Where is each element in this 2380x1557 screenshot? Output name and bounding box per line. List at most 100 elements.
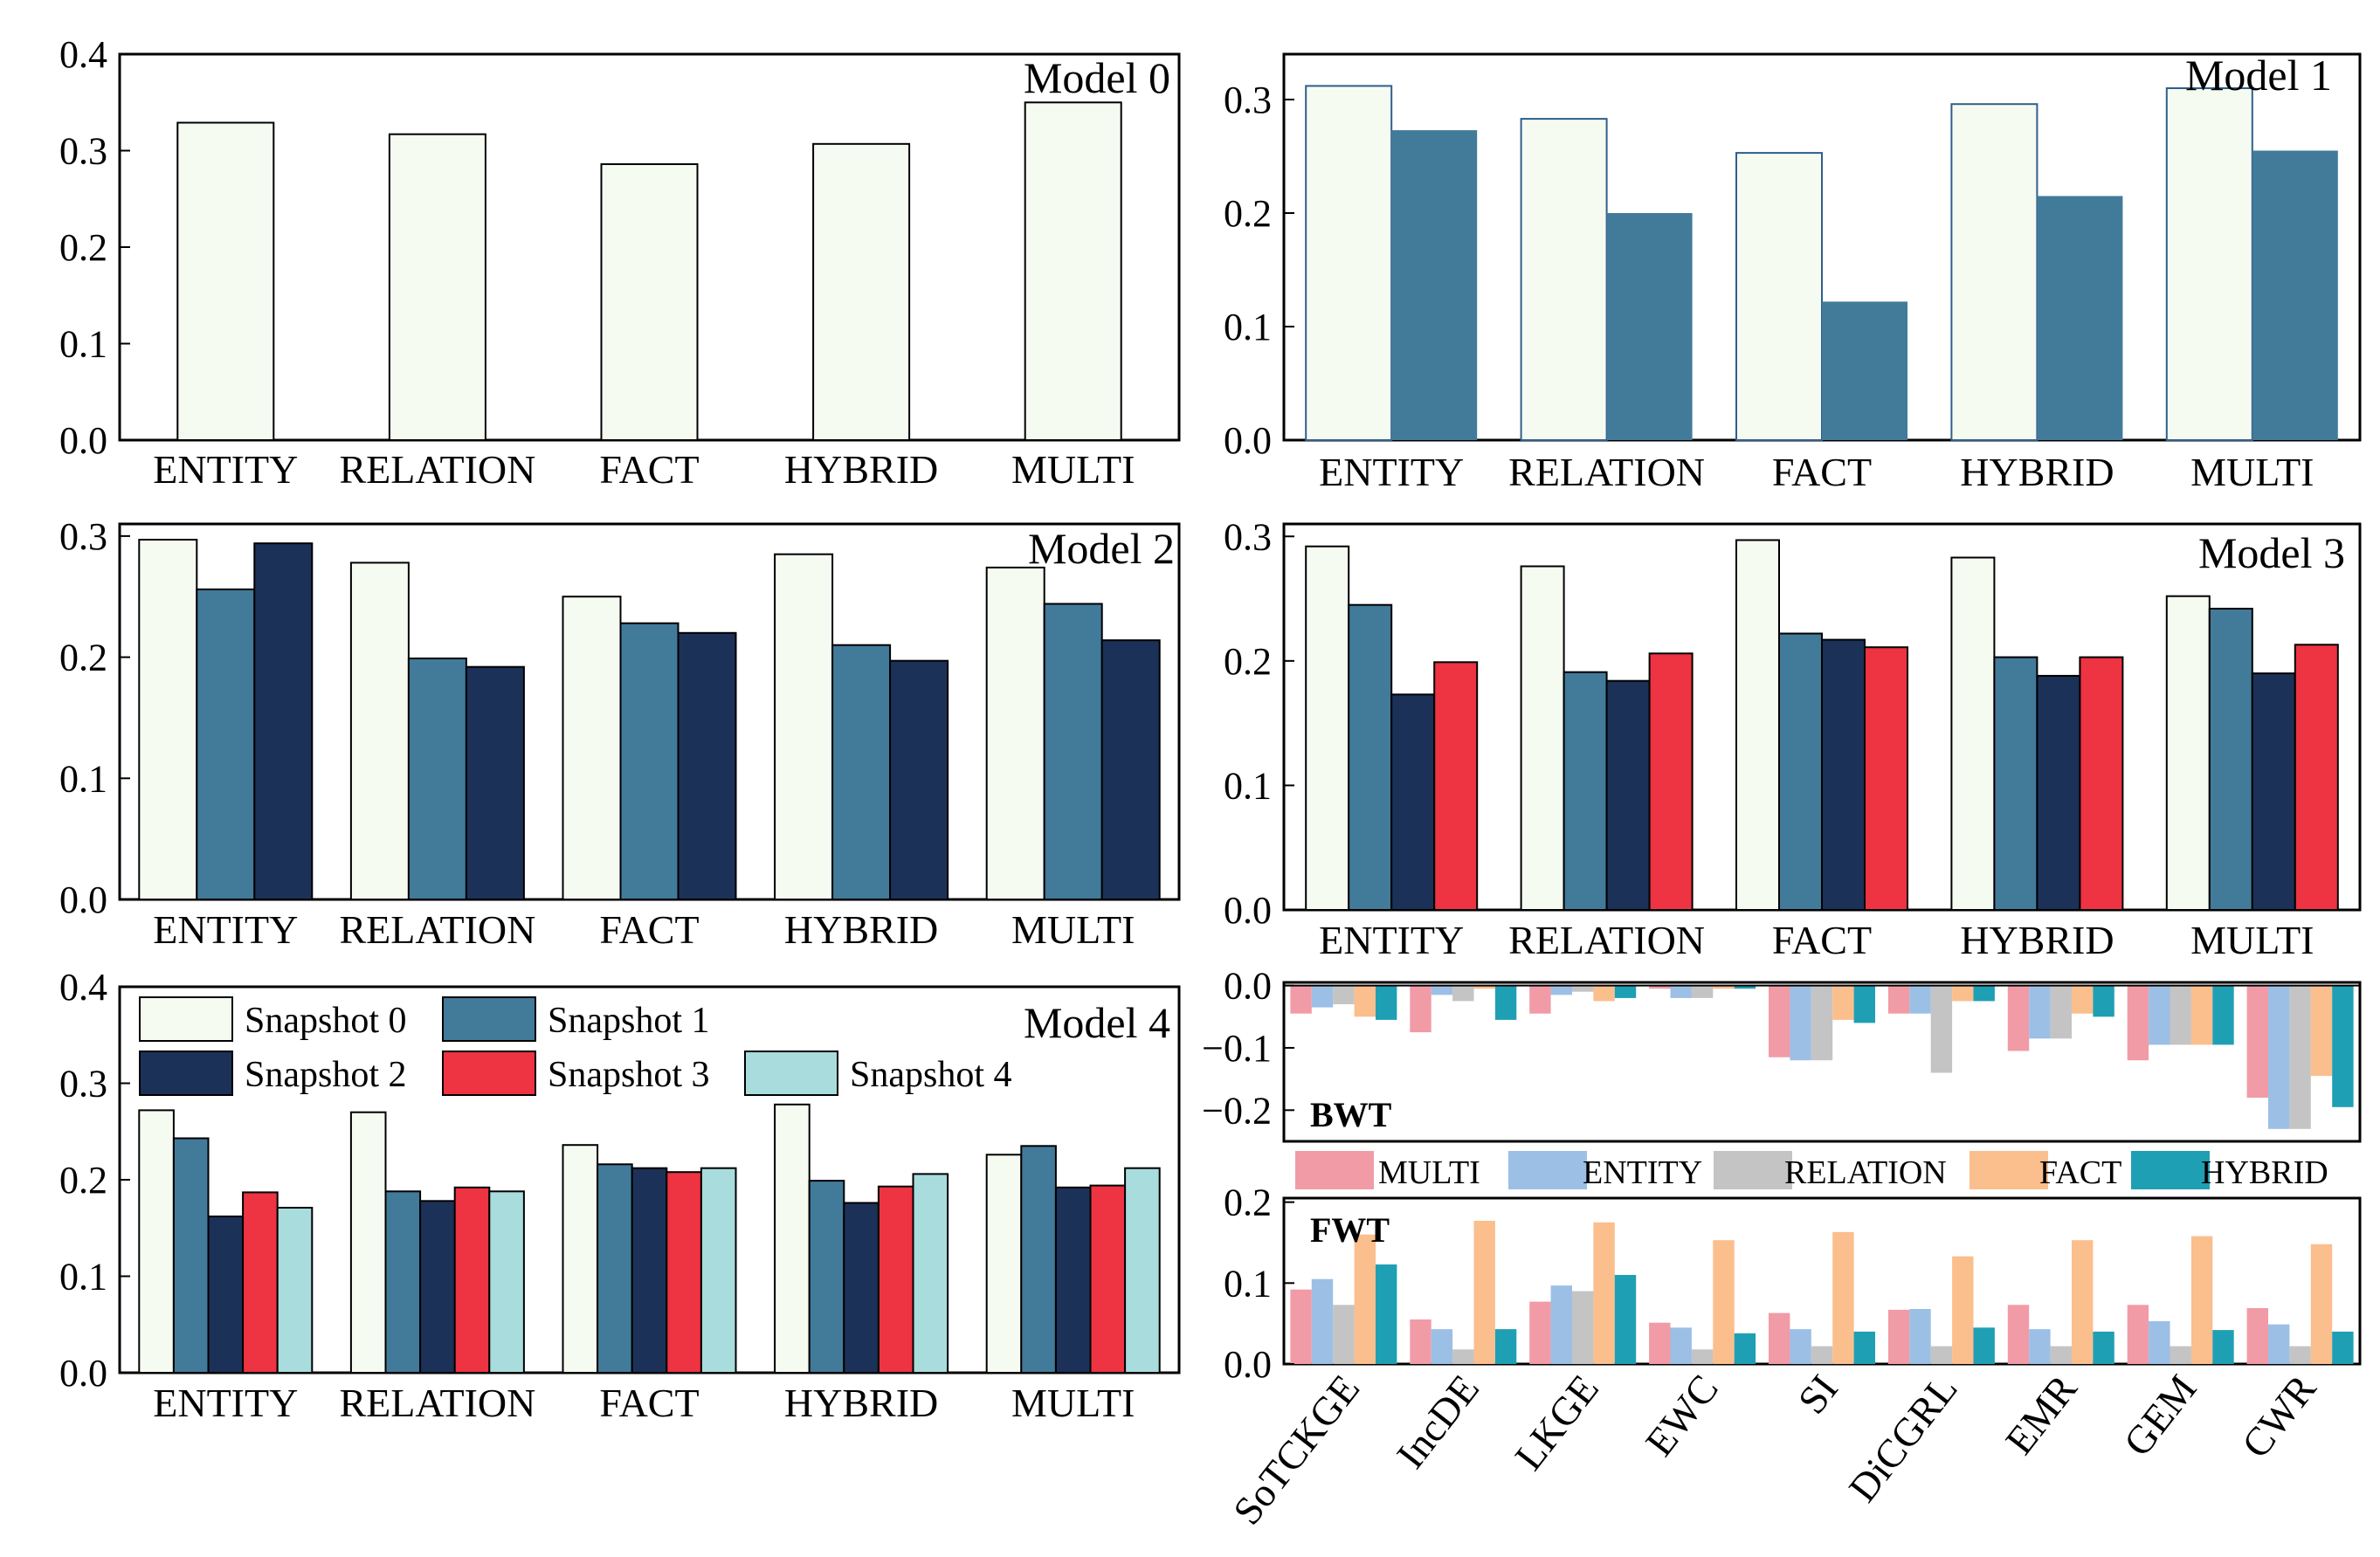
bar-lkge-relation [1572, 985, 1594, 992]
bar-emr-multi [2007, 985, 2030, 1051]
bar-multi-snapshot-1 [1020, 1145, 1057, 1374]
y-tick-label: 0.0 [1224, 1343, 1272, 1386]
legend-label-snapshot-3: Snapshot 3 [548, 1055, 710, 1095]
legend-label-relation: RELATION [1784, 1154, 1947, 1191]
bar-entity-snapshot-0 [138, 1109, 175, 1374]
bar-hybrid-snapshot-3 [2079, 656, 2124, 911]
bar-lkge-hybrid [1614, 985, 1637, 998]
bar-entity-snapshot-2 [253, 542, 314, 900]
bar-fact-snapshot-4 [700, 1167, 737, 1374]
bar-multi-snapshot-3 [1089, 1184, 1127, 1374]
panel-model-2: 0.0 0.1 0.2 0.3 ENTITY RELATION FACT HYBRID MUL… [59, 515, 1181, 952]
bar-hybrid-snapshot-1 [2037, 196, 2123, 440]
bar-multi-snapshot-1 [2252, 150, 2338, 440]
bar-hybrid-snapshot-0 [1950, 556, 1996, 911]
bar-hybrid-snapshot-0 [1950, 103, 2039, 441]
y-tick-label: 0.2 [59, 226, 107, 269]
bar-sotckge-relation [1333, 985, 1355, 1004]
bar-incde-entity [1431, 1329, 1453, 1364]
y-tick-label: 0.0 [59, 1352, 107, 1395]
x-tick-label-fact: FACT [599, 447, 699, 492]
x-tick-label-relation: RELATION [339, 907, 535, 952]
bars [1290, 1221, 2354, 1364]
panel-title: FWT [1310, 1210, 1390, 1250]
bar-dicgrl-multi [1887, 1309, 1910, 1364]
legend-label-snapshot-0: Snapshot 0 [245, 1001, 407, 1041]
bar-cwr-entity [2268, 985, 2290, 1129]
bar-incde-relation [1452, 1349, 1474, 1364]
legend-label-hybrid: HYBRID [2201, 1154, 2328, 1191]
bar-si-hybrid [1853, 985, 1875, 1023]
y-axis: 0.0 −0.1 −0.2 [1202, 965, 1294, 1132]
panel-model-3: 0.0 0.1 0.2 0.3 ENTITY RELATION FACT HYBRID MUL… [1224, 515, 2362, 962]
x-tick-label-relation: RELATION [339, 447, 535, 492]
bar-dicgrl-relation [1930, 1346, 1953, 1364]
y-axis: 0.0 0.1 0.2 0.3 0.4 [59, 966, 130, 1395]
x-tick-label-fact: FACT [1772, 918, 1872, 962]
bar-gem-fact [2190, 1236, 2213, 1364]
bar-entity-snapshot-0 [176, 121, 275, 441]
bar-entity-snapshot-4 [276, 1207, 314, 1374]
y-tick-label: 0.1 [59, 1256, 107, 1299]
y-tick-label: 0.3 [59, 515, 107, 558]
x-axis: ENTITY RELATION FACT HYBRID MULTI [153, 907, 1135, 952]
bar-sotckge-fact [1354, 985, 1376, 1017]
x-tick-label-hybrid: HYBRID [784, 907, 938, 952]
legend-swatch-snapshot-2 [139, 1051, 233, 1096]
bar-relation-snapshot-2 [1605, 679, 1651, 911]
x-tick-label-emr: EMR [1997, 1367, 2086, 1463]
bar-gem-entity [2149, 985, 2170, 1045]
bar-fact-snapshot-3 [1864, 646, 1908, 911]
panel-title: Model 4 [1024, 998, 1170, 1047]
bar-fact-snapshot-0 [1735, 152, 1823, 441]
legend-swatch-snapshot-4 [744, 1051, 838, 1096]
bar-emr-entity [2029, 1329, 2051, 1364]
bar-fact-snapshot-2 [631, 1167, 668, 1374]
bar-lkge-relation [1572, 1291, 1594, 1364]
bar-relation-snapshot-1 [384, 1190, 422, 1374]
bar-entity-snapshot-3 [1433, 661, 1479, 911]
bar-relation-snapshot-3 [453, 1186, 491, 1374]
bar-sotckge-entity [1311, 985, 1334, 1008]
bars [138, 1103, 1161, 1374]
bar-relation-snapshot-0 [1520, 118, 1608, 441]
legend-swatch-multi [1295, 1151, 1374, 1189]
legend-label-snapshot-2: Snapshot 2 [245, 1055, 407, 1095]
x-axis: ENTITY RELATION FACT HYBRID MULTI [1319, 918, 2314, 962]
bar-entity-snapshot-1 [1348, 603, 1393, 911]
panel-model-1: 0.0 0.1 0.2 0.3 ENTITY RELATION FACT HYBRID MUL… [1224, 51, 2362, 494]
bar-lkge-entity [1550, 1285, 1572, 1364]
x-tick-label-gem: GEM [2114, 1367, 2204, 1464]
bar-lkge-fact [1593, 985, 1615, 1002]
bar-hybrid-snapshot-0 [812, 142, 911, 442]
bar-entity-snapshot-1 [172, 1137, 210, 1374]
bar-sotckge-relation [1333, 1305, 1355, 1364]
bar-si-hybrid [1853, 1331, 1875, 1364]
panel-title: Model 1 [2185, 51, 2332, 100]
bar-si-fact [1832, 985, 1854, 1020]
x-tick-label-relation: RELATION [339, 1381, 535, 1425]
bar-multi-snapshot-2 [1054, 1186, 1092, 1374]
bar-hybrid-snapshot-3 [877, 1185, 914, 1374]
legend-swatch-relation [1714, 1151, 1792, 1189]
bar-relation-snapshot-1 [1606, 213, 1693, 440]
bar-cwr-multi [2246, 985, 2268, 1099]
bar-ewc-multi [1649, 1322, 1671, 1364]
bar-incde-relation [1452, 985, 1474, 1002]
bar-fact-snapshot-3 [666, 1171, 702, 1374]
bar-si-multi [1769, 1312, 1790, 1364]
bar-emr-multi [2007, 1305, 2030, 1364]
bar-entity-snapshot-1 [196, 588, 256, 901]
x-tick-label-ewc: EWC [1637, 1367, 1727, 1464]
y-tick-label: 0.1 [1224, 764, 1272, 807]
y-tick-label: 0.3 [1224, 79, 1272, 121]
panel-title: BWT [1310, 1095, 1392, 1134]
legend-label-snapshot-1: Snapshot 1 [548, 1001, 710, 1041]
panel-model-4: 0.0 0.1 0.2 0.3 0.4 ENTITY RELATION FACT HYBRID… [59, 966, 1181, 1425]
x-tick-label-hybrid: HYBRID [1960, 450, 2114, 494]
legend-swatch-snapshot-3 [442, 1051, 536, 1096]
x-axis: ENTITY RELATION FACT HYBRID MULTI [153, 1381, 1135, 1425]
bar-hybrid-snapshot-0 [774, 553, 834, 900]
